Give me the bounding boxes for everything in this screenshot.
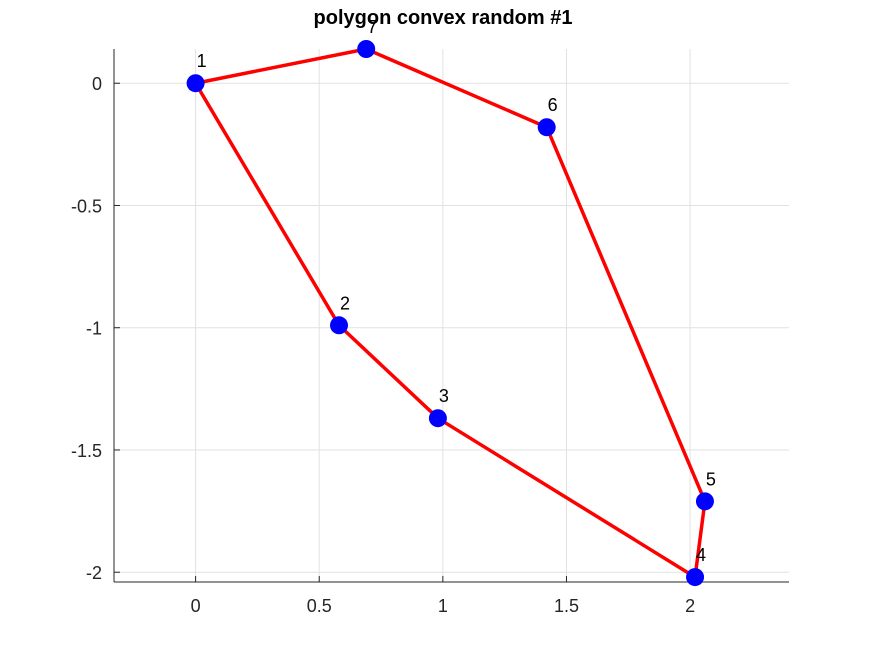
vertex-point-7 <box>357 40 376 58</box>
vertex-label-1: 1 <box>197 51 207 71</box>
x-tick-label-3: 1.5 <box>554 596 579 616</box>
vertex-label-2: 2 <box>340 293 350 313</box>
x-tick-label-0: 0 <box>191 596 201 616</box>
y-tick-label-2: -1 <box>86 319 102 339</box>
edge-5-6 <box>544 125 707 504</box>
edge-6-7 <box>364 47 549 129</box>
axes-layer <box>113 49 789 583</box>
vertex-label-3: 3 <box>439 386 449 406</box>
edge-7-1 <box>193 47 368 85</box>
x-tick-label-1: 0.5 <box>307 596 332 616</box>
vertex-labels: 1 2 3 4 5 6 7 <box>197 17 716 565</box>
vertex-label-4: 4 <box>696 545 706 565</box>
polygon-vertices <box>186 40 714 587</box>
vertex-point-5 <box>695 492 714 511</box>
vertex-point-6 <box>537 118 556 137</box>
vertex-point-1 <box>186 74 205 93</box>
x-tick-label-2: 1 <box>438 596 448 616</box>
vertex-label-6: 6 <box>548 95 558 115</box>
y-tick-label-0: 0 <box>92 74 102 94</box>
y-tick-label-4: -2 <box>86 563 102 583</box>
chart-title: polygon convex random #1 <box>314 7 573 29</box>
edge-3-4 <box>436 416 697 579</box>
vertex-label-5: 5 <box>706 469 716 489</box>
y-tick-label-1: -0.5 <box>71 196 102 216</box>
vertex-label-7: 7 <box>367 17 377 37</box>
grid-layer <box>114 49 789 582</box>
edge-1-2 <box>193 81 341 328</box>
x-tick-label-4: 2 <box>685 596 695 616</box>
vertex-point-2 <box>330 316 348 335</box>
tick-labels: 0 0.5 1 1.5 2 0 -0.5 -1 -1.5 -2 <box>71 74 695 616</box>
polygon-edges <box>193 47 707 579</box>
edge-2-3 <box>337 323 440 420</box>
edge-4-5 <box>693 499 707 579</box>
vertex-point-3 <box>428 409 447 428</box>
vertex-point-4 <box>686 568 705 587</box>
y-tick-label-3: -1.5 <box>71 441 102 461</box>
